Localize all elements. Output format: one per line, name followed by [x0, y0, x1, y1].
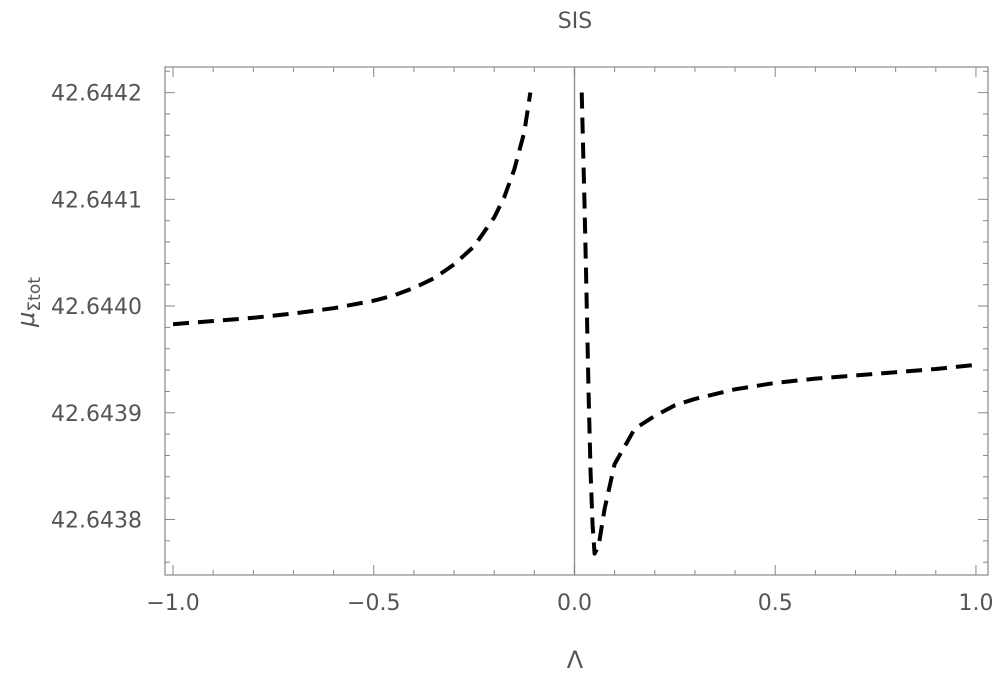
x-axis-ticks: −1.0 −0.5 0.0 0.5 1.0 [146, 67, 993, 616]
series-line [579, 92, 977, 556]
y-tick-label: 42.6439 [51, 402, 142, 427]
x-tick-label: −1.0 [146, 591, 199, 616]
plot-frame [164, 66, 989, 576]
x-tick-label: −0.5 [347, 591, 400, 616]
y-axis-label-main: μ [12, 312, 40, 328]
chart-title: SIS [558, 9, 592, 34]
y-axis-label-subscript: Σtot [25, 277, 45, 312]
x-tick-label: 0.5 [758, 591, 793, 616]
y-tick-label: 42.6440 [51, 295, 142, 320]
y-axis-ticks: 42.6438 42.6439 42.6440 42.6441 42.6442 [51, 70, 988, 563]
y-tick-label: 42.6442 [51, 82, 142, 107]
y-axis-label: μΣtot [12, 277, 45, 328]
x-tick-label: 0.0 [557, 591, 592, 616]
series-layer [172, 92, 977, 556]
y-tick-label: 42.6438 [51, 509, 142, 534]
x-tick-label: 1.0 [958, 591, 993, 616]
x-axis-label: Λ [567, 646, 584, 674]
y-tick-label: 42.6441 [51, 188, 142, 213]
series-line [172, 92, 533, 327]
